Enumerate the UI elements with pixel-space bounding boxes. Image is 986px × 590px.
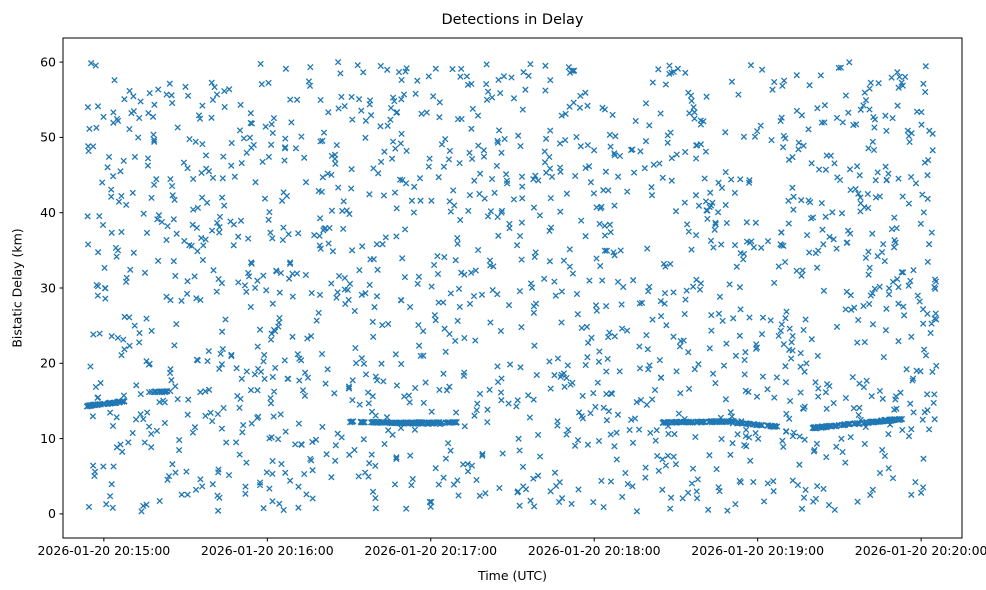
x-tick-label: 2026-01-20 20:19:00 [691,543,824,558]
scatter-points [83,58,940,515]
x-tick-label: 2026-01-20 20:16:00 [201,543,334,558]
y-tick-label: 20 [40,356,56,371]
x-tick-label: 2026-01-20 20:17:00 [364,543,497,558]
axes-frame [62,37,963,539]
y-tick-label: 30 [40,280,56,295]
x-axis-label: Time (UTC) [477,568,548,583]
y-tick-label: 10 [40,431,56,446]
y-tick-label: 60 [40,54,56,69]
y-tick-label: 40 [40,205,56,220]
y-tick-label: 50 [40,130,56,145]
y-tick-label: 0 [48,506,56,521]
x-tick-label: 2026-01-20 20:20:00 [855,543,986,558]
chart-title: Detections in Delay [441,12,584,28]
x-tick-label: 2026-01-20 20:15:00 [37,543,170,558]
x-tick-label: 2026-01-20 20:18:00 [528,543,661,558]
